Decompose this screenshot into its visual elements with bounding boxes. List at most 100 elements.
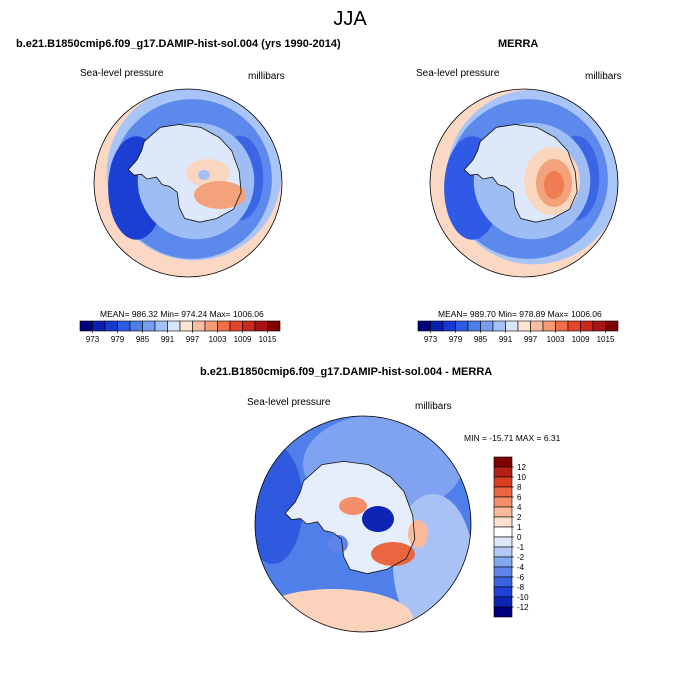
obs-colorbar-swatch — [492, 320, 506, 332]
obs-colorbar-tick-label: 997 — [524, 335, 538, 344]
model-colorbar-tick-label: 991 — [161, 335, 175, 344]
diff-colorbar-swatch — [493, 606, 513, 618]
model-colorbar-tick-label: 973 — [86, 335, 100, 344]
obs-colorbar-swatch — [567, 320, 581, 332]
pressure-contour — [194, 181, 246, 209]
diff-panel-title: b.e21.B1850cmip6.f09_g17.DAMIP-hist-sol.… — [200, 366, 493, 378]
obs-colorbar-swatch — [517, 320, 531, 332]
diff-colorbar-swatch — [493, 586, 513, 598]
obs-colorbar-swatch — [580, 320, 594, 332]
diff-colorbar-tick-label: 10 — [517, 473, 526, 482]
model-units-label: millibars — [248, 71, 285, 82]
anomaly-contour — [362, 506, 394, 532]
diff-colorbar-swatch — [493, 496, 513, 508]
model-colorbar-swatch — [179, 320, 193, 332]
obs-colorbar-swatch — [555, 320, 569, 332]
diff-colorbar-tick-label: 12 — [517, 463, 526, 472]
diff-colorbar-swatch — [493, 536, 513, 548]
diff-colorbar-tick-label: -8 — [517, 583, 525, 592]
obs-units-label: millibars — [585, 71, 622, 82]
diff-colorbar-tick-label: -2 — [517, 553, 525, 562]
model-colorbar-tick-label: 1015 — [259, 335, 277, 344]
diff-stats: MIN = -15.71 MAX = 6.31 — [464, 433, 561, 443]
model-colorbar-swatch — [79, 320, 93, 332]
model-colorbar-swatch — [254, 320, 268, 332]
diff-units-label: millibars — [415, 401, 452, 412]
diff-colorbar-tick-label: 6 — [517, 493, 522, 502]
obs-colorbar-swatch — [480, 320, 494, 332]
diff-colorbar-swatch — [493, 466, 513, 478]
diff-colorbar-tick-label: -1 — [517, 543, 525, 552]
obs-colorbar-tick-label: 1015 — [597, 335, 615, 344]
diff-colorbar-swatch — [493, 546, 513, 558]
diff-colorbar-swatch — [493, 526, 513, 538]
diff-colorbar-tick-label: 0 — [517, 533, 522, 542]
obs-colorbar-swatch — [542, 320, 556, 332]
diff-colorbar-tick-label: 8 — [517, 483, 522, 492]
model-colorbar-swatch — [217, 320, 231, 332]
model-colorbar-tick-label: 1009 — [234, 335, 252, 344]
diff-colorbar-swatch — [493, 556, 513, 568]
page-title: JJA — [333, 8, 367, 30]
obs-variable-label: Sea-level pressure — [416, 68, 500, 79]
obs-colorbar-swatch — [455, 320, 469, 332]
map-border — [93, 88, 283, 278]
coastline — [284, 460, 416, 575]
diff-colorbar-swatch — [493, 476, 513, 488]
diff-colorbar-swatch — [493, 506, 513, 518]
model-colorbar-swatch — [192, 320, 206, 332]
model-stats: MEAN= 986.32 Min= 974.24 Max= 1006.06 — [100, 309, 264, 319]
obs-colorbar-swatch — [442, 320, 456, 332]
model-colorbar-swatch — [104, 320, 118, 332]
obs-colorbar: 973 979 985 991 997 1003 1009 1015 — [417, 320, 619, 344]
diff-colorbar-tick-label: 1 — [517, 523, 522, 532]
model-colorbar-tick-label: 985 — [136, 335, 150, 344]
diff-colorbar-swatch — [493, 516, 513, 528]
model-slp-map — [93, 88, 283, 278]
diff-slp-map — [254, 415, 472, 633]
model-colorbar-tick-label: 997 — [186, 335, 200, 344]
map-border — [254, 415, 472, 633]
model-colorbar-swatch — [267, 320, 281, 332]
obs-colorbar-swatch — [467, 320, 481, 332]
diff-colorbar-tick-label: 4 — [517, 503, 522, 512]
obs-colorbar-swatch — [430, 320, 444, 332]
obs-slp-map — [429, 88, 619, 278]
coastline — [463, 124, 578, 223]
obs-colorbar-swatch — [505, 320, 519, 332]
diff-colorbar-swatch — [493, 566, 513, 578]
diff-colorbar-tick-label: -6 — [517, 573, 525, 582]
obs-colorbar-tick-label: 1003 — [547, 335, 565, 344]
obs-colorbar-swatch — [592, 320, 606, 332]
model-colorbar-tick-label: 1003 — [209, 335, 227, 344]
coastline — [127, 124, 242, 223]
model-panel-title: b.e21.B1850cmip6.f09_g17.DAMIP-hist-sol.… — [16, 38, 341, 50]
diff-colorbar-swatch — [493, 596, 513, 608]
diff-colorbar-tick-label: -12 — [517, 603, 529, 612]
diff-colorbar-swatch — [493, 456, 513, 468]
obs-colorbar-swatch — [417, 320, 431, 332]
obs-panel-title: MERRA — [498, 38, 539, 50]
anomaly-contour — [339, 497, 367, 515]
model-colorbar-swatch — [229, 320, 243, 332]
model-colorbar-swatch — [92, 320, 106, 332]
obs-colorbar-tick-label: 991 — [499, 335, 513, 344]
model-colorbar-swatch — [167, 320, 181, 332]
anomaly-contour — [255, 589, 413, 632]
model-variable-label: Sea-level pressure — [80, 68, 164, 79]
diff-variable-label: Sea-level pressure — [247, 397, 331, 408]
anomaly-contour — [408, 520, 428, 548]
model-colorbar: 973 979 985 991 997 1003 1009 1015 — [79, 320, 281, 344]
obs-colorbar-tick-label: 1009 — [572, 335, 590, 344]
anomaly-contour — [328, 535, 348, 553]
model-colorbar-swatch — [242, 320, 256, 332]
obs-colorbar-swatch — [530, 320, 544, 332]
diff-colorbar-swatch — [493, 486, 513, 498]
pressure-contour — [544, 171, 564, 199]
pressure-contour — [198, 170, 210, 180]
obs-colorbar-tick-label: 979 — [449, 335, 463, 344]
map-border — [429, 88, 619, 278]
model-colorbar-swatch — [129, 320, 143, 332]
model-colorbar-swatch — [142, 320, 156, 332]
diff-colorbar-swatch — [493, 576, 513, 588]
